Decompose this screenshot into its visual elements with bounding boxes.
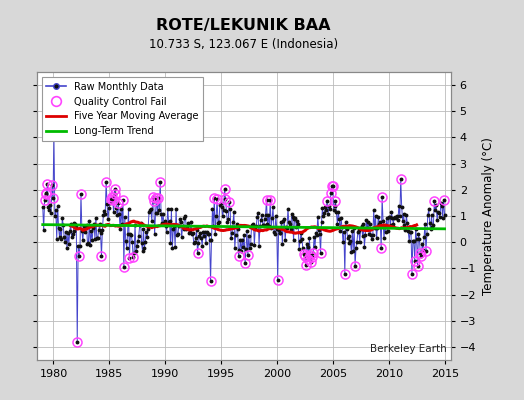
Text: ROTE/LEKUNIK BAA: ROTE/LEKUNIK BAA bbox=[156, 18, 331, 33]
Legend: Raw Monthly Data, Quality Control Fail, Five Year Moving Average, Long-Term Tren: Raw Monthly Data, Quality Control Fail, … bbox=[41, 77, 203, 141]
Y-axis label: Temperature Anomaly (°C): Temperature Anomaly (°C) bbox=[482, 137, 495, 295]
Text: Berkeley Earth: Berkeley Earth bbox=[370, 344, 446, 354]
Text: 10.733 S, 123.067 E (Indonesia): 10.733 S, 123.067 E (Indonesia) bbox=[149, 38, 338, 51]
